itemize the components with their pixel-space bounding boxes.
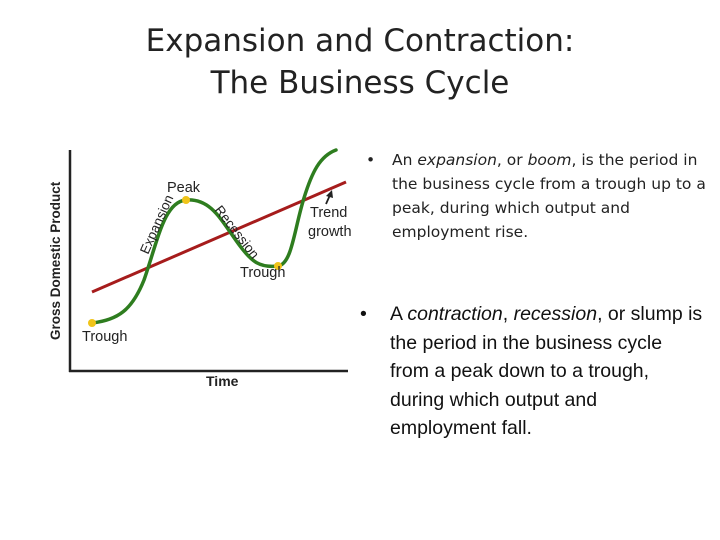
business-cycle-curve bbox=[90, 148, 338, 325]
trough-point-left bbox=[88, 319, 96, 327]
bullet-list: • An expansion, or boom, is the period i… bbox=[360, 148, 706, 443]
text-segment: A bbox=[390, 303, 408, 325]
term-expansion: expansion bbox=[417, 151, 497, 169]
trough-point-right bbox=[274, 262, 282, 270]
label-trough-left: Trough bbox=[82, 329, 127, 345]
bullet-text: An expansion, or boom, is the period in … bbox=[392, 148, 706, 244]
label-expansion: Expansion bbox=[137, 193, 176, 257]
trend-arrow-head bbox=[326, 190, 333, 198]
title-line-1: Expansion and Contraction: bbox=[145, 23, 575, 59]
title-line-2: The Business Cycle bbox=[210, 65, 510, 101]
slide-title: Expansion and Contraction: The Business … bbox=[0, 20, 720, 104]
bullet-text: A contraction, recession, or slump is th… bbox=[390, 300, 706, 443]
x-axis-label: Time bbox=[206, 373, 239, 389]
term-contraction: contraction bbox=[407, 303, 503, 325]
peak-point bbox=[182, 196, 190, 204]
text-segment: An bbox=[392, 151, 418, 169]
bullet-marker: • bbox=[366, 151, 376, 169]
text-segment: , or slump is the period in the business… bbox=[390, 303, 703, 439]
term-boom: boom bbox=[527, 151, 572, 169]
text-segment: , bbox=[502, 303, 514, 325]
label-peak: Peak bbox=[167, 180, 201, 196]
term-recession: recession bbox=[513, 303, 598, 325]
label-growth: growth bbox=[308, 224, 352, 240]
business-cycle-diagram: Gross Domestic Product Time Trough Peak … bbox=[48, 148, 352, 389]
y-axis-label: Gross Domestic Product bbox=[48, 181, 63, 340]
label-recession: Recession bbox=[212, 203, 263, 262]
bullet-expansion: • An expansion, or boom, is the period i… bbox=[366, 148, 706, 244]
label-trough-right: Trough bbox=[240, 265, 285, 281]
bullet-contraction: • A contraction, recession, or slump is … bbox=[360, 300, 706, 443]
text-segment: , is the period in the business cycle fr… bbox=[392, 151, 706, 241]
bullet-marker: • bbox=[360, 303, 367, 325]
label-trend: Trend bbox=[310, 205, 347, 221]
text-segment: , or bbox=[496, 151, 528, 169]
